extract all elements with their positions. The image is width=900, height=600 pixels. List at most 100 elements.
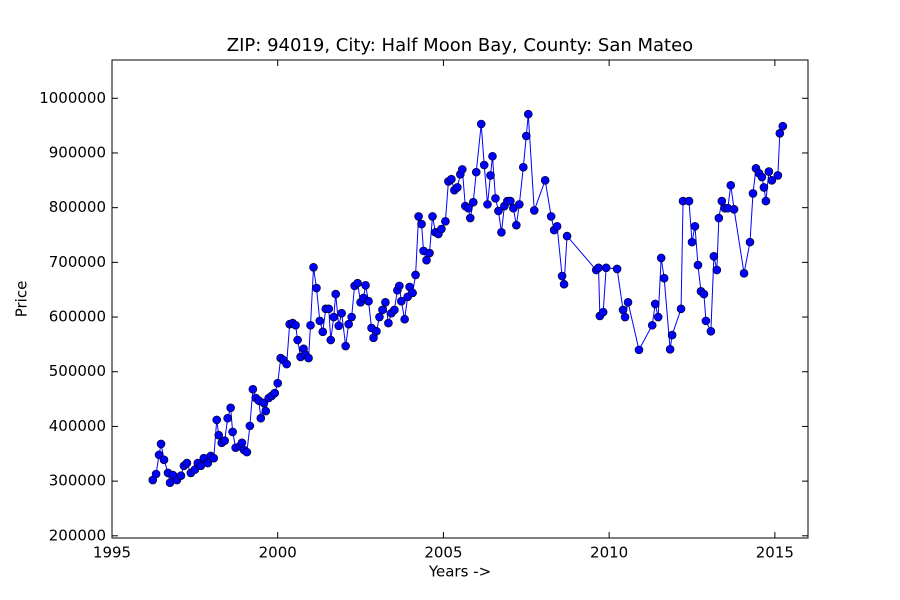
data-point [242, 447, 252, 457]
data-point [739, 268, 749, 278]
data-point [623, 297, 633, 307]
data-point [344, 319, 353, 329]
data-point [364, 296, 373, 306]
data-point [304, 353, 313, 363]
data-point [408, 288, 417, 298]
data-point [612, 264, 622, 274]
data-point [687, 237, 697, 247]
data-point [764, 167, 774, 176]
data-point [714, 213, 724, 223]
data-point [559, 279, 569, 289]
data-point [759, 183, 769, 192]
plot-frame [111, 59, 809, 539]
data-point [757, 172, 767, 182]
data-point [745, 237, 755, 247]
data-point [395, 281, 404, 291]
data-point [159, 455, 169, 465]
data-point [375, 312, 384, 322]
data-point [712, 265, 722, 275]
y-tick-label: 200000 [49, 526, 106, 544]
data-point [463, 203, 473, 213]
data-point [634, 345, 644, 355]
data-point [384, 318, 393, 328]
data-point [729, 205, 739, 214]
data-point [509, 203, 518, 213]
data-point [506, 196, 515, 206]
data-point [226, 403, 235, 413]
x-tick-label: 2010 [590, 544, 628, 562]
data-point [390, 305, 399, 315]
data-point [245, 421, 255, 431]
data-point [491, 194, 500, 203]
data-point [212, 415, 222, 425]
x-tick-label: 2005 [424, 544, 462, 562]
y-tick-label: 700000 [49, 253, 106, 271]
data-point [417, 219, 426, 229]
data-point [414, 212, 423, 221]
data-point [425, 248, 434, 258]
y-axis-label: Price [13, 281, 31, 318]
data-point [341, 341, 350, 351]
data-point [699, 289, 709, 299]
data-point [659, 273, 669, 283]
y-tick-label: 400000 [49, 417, 106, 435]
data-point [761, 196, 771, 206]
data-point [397, 296, 406, 306]
y-tick-label: 300000 [49, 472, 106, 490]
data-point [601, 263, 611, 273]
data-point [437, 224, 446, 234]
data-point [717, 196, 727, 206]
data-point [411, 270, 420, 280]
data-point [291, 320, 300, 330]
data-point [693, 260, 703, 270]
data-point [523, 109, 533, 119]
data-point [701, 316, 711, 326]
data-point [647, 320, 657, 330]
data-point [483, 200, 492, 209]
data-point [228, 427, 237, 437]
data-point [282, 359, 291, 369]
data-point [557, 271, 567, 281]
data-point [381, 297, 390, 307]
data-point [620, 312, 630, 322]
data-point [248, 384, 258, 394]
data-point [598, 307, 608, 317]
data-point [306, 320, 315, 330]
data-point [653, 312, 663, 322]
data-point [552, 221, 562, 231]
data-point [237, 438, 247, 448]
data-point [709, 252, 719, 261]
data-point [650, 299, 660, 309]
y-tick-label: 600000 [49, 308, 106, 326]
data-point [775, 128, 785, 138]
data-point [400, 314, 409, 324]
data-point [656, 253, 666, 263]
data-point [176, 471, 186, 480]
data-point [334, 321, 343, 331]
data-point [312, 283, 321, 293]
data-point [353, 278, 362, 288]
data-point [331, 289, 341, 299]
y-tick-label: 500000 [49, 362, 106, 380]
data-point [676, 304, 686, 314]
data-point [512, 220, 521, 230]
data-point [309, 262, 318, 272]
data-point [293, 335, 302, 345]
y-tick-label: 1000000 [39, 89, 106, 107]
data-point [156, 439, 166, 449]
data-point [468, 197, 478, 207]
data-point [324, 304, 334, 314]
data-point [778, 121, 788, 131]
data-point [326, 335, 336, 345]
data-point [479, 160, 489, 170]
data-point [447, 174, 456, 184]
data-point [497, 227, 506, 237]
data-point [422, 255, 431, 265]
data-point [361, 281, 370, 290]
data-point [488, 151, 497, 161]
data-point [519, 162, 528, 172]
x-tick-label: 1995 [93, 544, 131, 562]
data-point [546, 212, 556, 221]
